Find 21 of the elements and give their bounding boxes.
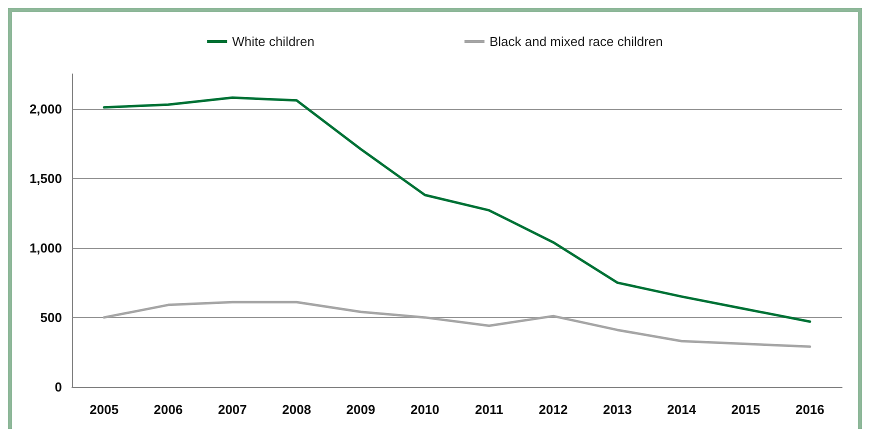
x-tick-label: 2007 [218, 402, 247, 417]
y-tick-label: 0 [54, 380, 62, 394]
x-tick-label: 2016 [795, 402, 824, 417]
y-tick-label: 1,000 [29, 240, 62, 256]
x-tick-label: 2010 [410, 402, 440, 417]
x-tick-label: 2011 [474, 402, 504, 417]
x-tick-label: 2015 [731, 402, 760, 417]
y-tick-label: 2,000 [29, 101, 62, 116]
line-series [102, 300, 812, 348]
x-tick-label: 2008 [282, 402, 312, 417]
legend-label: Black and mixed race children [489, 34, 663, 49]
x-tick-label: 2009 [346, 402, 376, 417]
x-tick-label: 2014 [667, 402, 697, 417]
x-tick-label: 2006 [154, 402, 183, 417]
x-tick-label: 2013 [602, 402, 632, 417]
x-tick-label: 2005 [90, 402, 119, 417]
legend-label: White children [232, 34, 314, 49]
line-series [102, 96, 812, 323]
y-tick-label: 500 [40, 310, 62, 325]
y-tick-label: 1,500 [29, 170, 62, 186]
x-tick-label: 2012 [538, 402, 568, 417]
